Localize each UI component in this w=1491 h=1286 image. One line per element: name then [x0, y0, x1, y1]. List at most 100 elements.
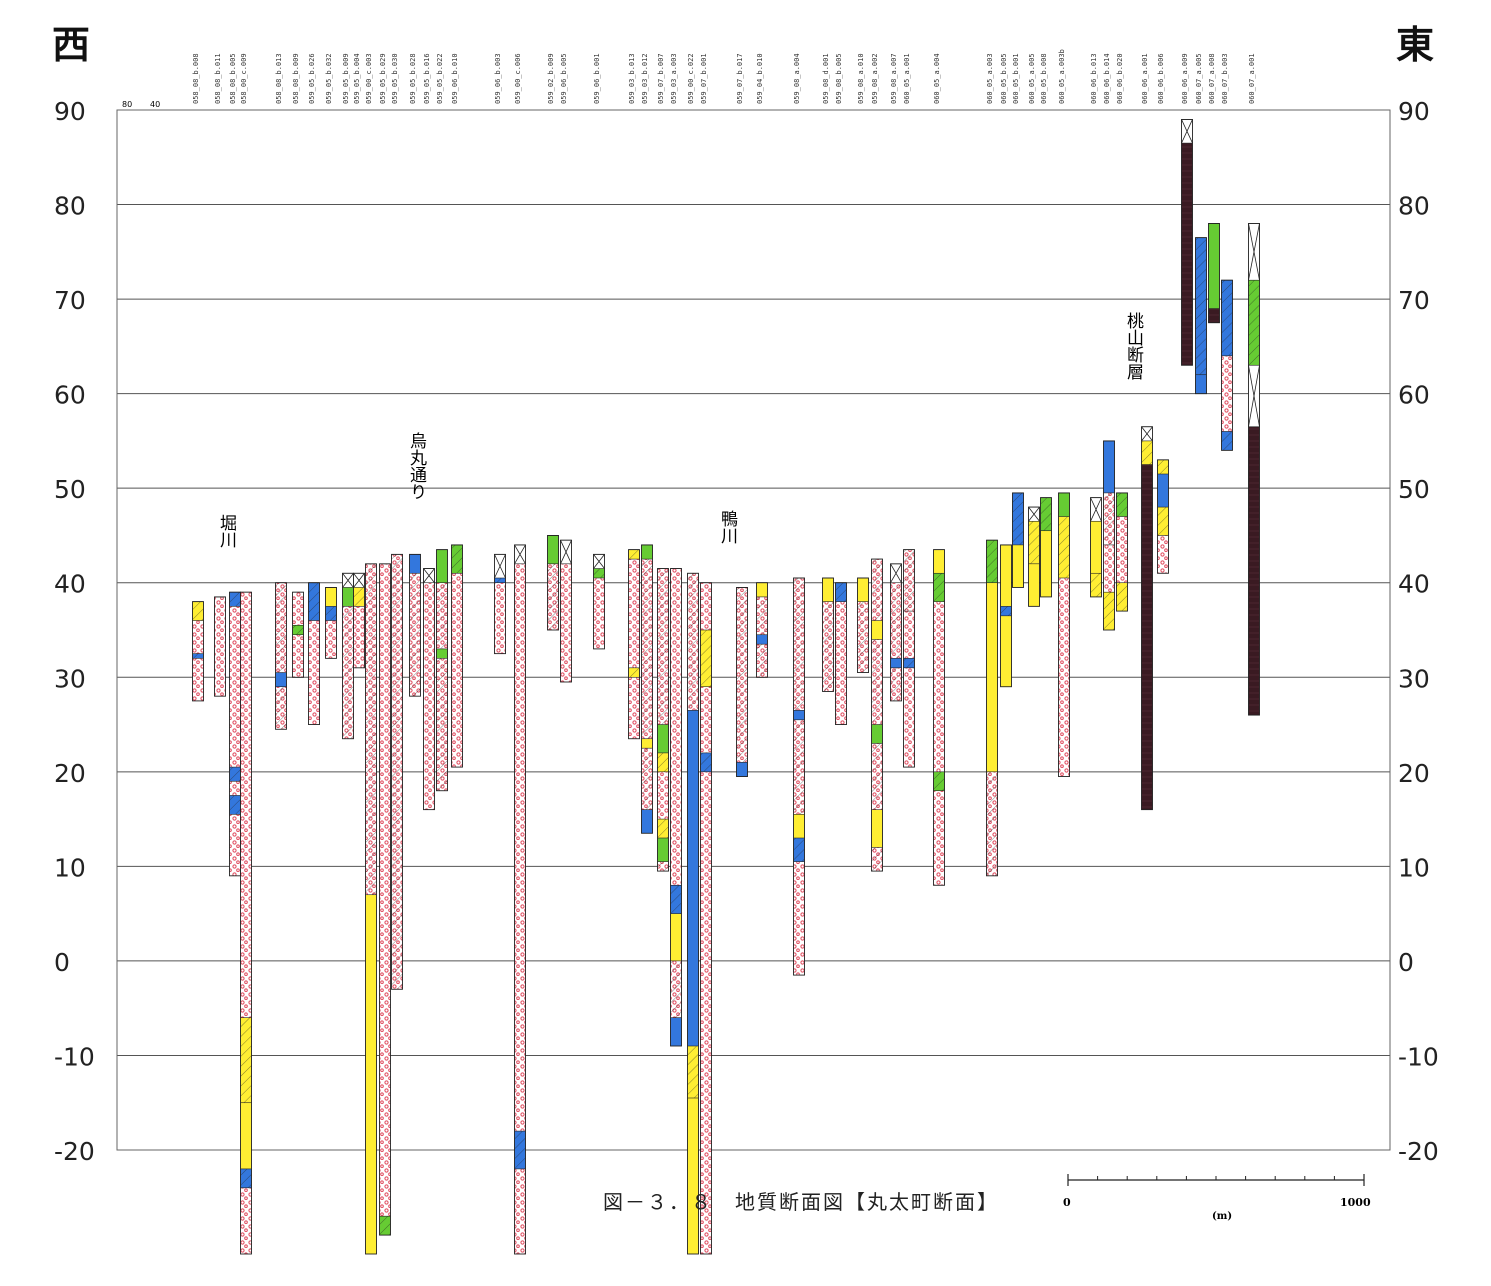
borehole-outline [240, 591, 252, 1255]
borehole-id-label: 059_08_b.005 [835, 53, 843, 104]
plot-frame [116, 109, 1391, 1151]
borehole-id-label: 059_03_b.013 [628, 53, 636, 104]
borehole-outline [391, 553, 403, 990]
soil-layer-gravel [308, 620, 320, 725]
soil-layer-clay [670, 1017, 682, 1046]
soil-layer-clay [1195, 374, 1207, 394]
borehole-id-label: 060_05_b.001 [1012, 53, 1020, 104]
soil-layer-silt [1208, 223, 1220, 309]
borehole-outline [1141, 426, 1153, 811]
borehole-column [793, 577, 805, 976]
soil-layer-gravel [292, 634, 304, 678]
soil-layer-sand [857, 578, 869, 602]
soil-layer-gravel [192, 620, 204, 654]
soil-layer-gravel [670, 568, 682, 886]
soil-layer-silt [657, 838, 669, 862]
soil-layer-silt [342, 587, 354, 607]
borehole-column [1221, 279, 1233, 451]
soil-layer-sand [933, 549, 945, 574]
soil-layer-sand [1028, 563, 1040, 607]
borehole-id-label: 059_05_b.028 [409, 53, 417, 104]
soil-layer-gravel [835, 601, 847, 725]
borehole-id-label: 059_03_a.003 [670, 53, 678, 104]
borehole-outline [736, 587, 748, 777]
top-ruler-label: 40 [150, 100, 160, 109]
borehole-column [933, 549, 945, 886]
soil-layer-bedrock [1181, 143, 1193, 366]
left-tick-label: 50 [54, 475, 86, 504]
borehole-outline [793, 577, 805, 976]
right-tick-label: -20 [1398, 1137, 1439, 1166]
borehole-id-label: 059_08_a.004 [793, 53, 801, 104]
right-tick-label: 0 [1398, 948, 1414, 977]
borehole-column [822, 577, 834, 692]
borehole-column [342, 572, 354, 740]
borehole-column [857, 577, 869, 673]
borehole-id-label: 059_00_c.006 [514, 53, 522, 104]
soil-layer-sand [641, 738, 653, 749]
soil-layer-silt [871, 724, 883, 744]
borehole-outline [409, 553, 421, 697]
borehole-id-label: 059_05_b.030 [391, 53, 399, 104]
borehole-outline [353, 572, 365, 669]
soil-layer-clay [890, 658, 902, 668]
borehole-id-label: 059_07_b.007 [657, 53, 665, 104]
scale-end-label: 1000 [1340, 1196, 1371, 1209]
borehole-id-label: 059_08_a.010 [857, 53, 865, 104]
soil-layer-sand [687, 1098, 699, 1254]
borehole-id-label: 059_06_b.005 [560, 53, 568, 104]
borehole-outline [275, 582, 287, 730]
borehole-outline [547, 535, 559, 631]
figure-caption: 図－３．８ 地質断面図【丸太町断面】 [603, 1190, 999, 1214]
scale-bar: 0 1000 (m) [1063, 1174, 1371, 1222]
soil-layer-sand [1000, 544, 1012, 607]
borehole-outline [1181, 119, 1193, 366]
borehole-outline [871, 558, 883, 872]
borehole-column [1181, 119, 1193, 366]
left-tick-label: 20 [54, 759, 86, 788]
soil-layer-bedrock [1141, 464, 1153, 810]
soil-layer-gravel [229, 606, 241, 768]
soil-layer-clay [409, 554, 421, 574]
borehole-column [1116, 492, 1128, 612]
borehole-outline [1040, 497, 1052, 598]
borehole-outline [890, 563, 902, 702]
borehole-outline [325, 587, 337, 659]
right-tick-label: -10 [1398, 1042, 1439, 1071]
soil-layer-gravel [903, 611, 915, 659]
borehole-id-label: 058_08_b.013 [275, 53, 283, 104]
borehole-id-label: 059_06_b.010 [451, 53, 459, 104]
borehole-outline [641, 544, 653, 834]
borehole-column [670, 568, 682, 1047]
borehole-outline [903, 549, 915, 768]
borehole-column [756, 582, 768, 678]
borehole-column [229, 591, 241, 877]
borehole-id-label: 060_06_b.006 [1157, 53, 1165, 104]
borehole-id-label: 060_06_a.001 [1141, 53, 1149, 104]
left-tick-label: 40 [54, 570, 86, 599]
borehole-id-label: 059_04_b.010 [756, 53, 764, 104]
soil-layer-gravel [292, 592, 304, 626]
borehole-id-label: 060_07_a.001 [1248, 53, 1256, 104]
soil-layer-sand [1090, 521, 1102, 574]
borehole-id-label: 059_08_d.001 [822, 53, 830, 104]
borehole-id-label: 060_05_a.003 [986, 53, 994, 104]
borehole-id-label: 059_05_b.016 [423, 53, 431, 104]
borehole-id-label: 060_06_b.013 [1090, 53, 1098, 104]
right-tick-label: 80 [1398, 192, 1430, 221]
borehole-id-label: 060_05_a.003b [1058, 49, 1066, 104]
scale-unit-label: (m) [1212, 1211, 1232, 1222]
borehole-outline [593, 553, 605, 650]
borehole-id-label: 060_05_b.008 [1040, 53, 1048, 104]
borehole-column [593, 553, 605, 650]
borehole-id-label: 059_05_b.009 [342, 53, 350, 104]
right-tick-label: 60 [1398, 381, 1430, 410]
soil-layer-sand [822, 578, 834, 602]
left-tick-label: 30 [54, 664, 86, 693]
borehole-column [214, 596, 226, 697]
soil-layer-gravel [514, 1168, 526, 1254]
soil-layer-silt [1058, 492, 1070, 517]
soil-layer-sand [1000, 615, 1012, 687]
borehole-column [494, 553, 506, 655]
soil-layer-gravel [933, 790, 945, 886]
